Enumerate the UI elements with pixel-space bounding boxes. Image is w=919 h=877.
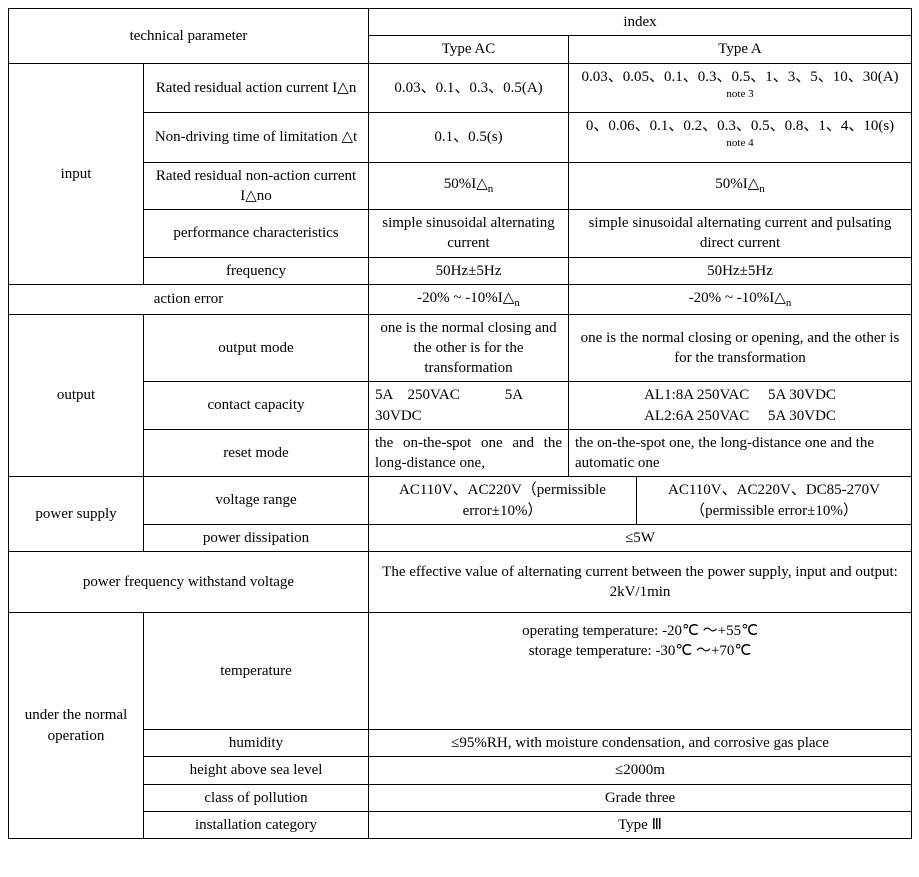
input-r5-a: 50Hz±5Hz [569, 257, 912, 284]
input-r4-a: simple sinusoidal alternating current an… [569, 210, 912, 258]
output-r2-label: contact capacity [144, 382, 369, 430]
normal-r2-label: humidity [144, 730, 369, 757]
output-r3-a: the on-the-spot one, the long-distance o… [569, 429, 912, 477]
power-r1-ac: AC110V、AC220V（permissible error±10%） [369, 477, 637, 525]
input-group: input [9, 63, 144, 284]
normal-group: under the normal operation [9, 613, 144, 839]
input-r5-ac: 50Hz±5Hz [369, 257, 569, 284]
action-error-ac: -20% ~ -10%I△n [369, 284, 569, 314]
pfwv-label: power frequency withstand voltage [9, 552, 369, 613]
input-r1-ac: 0.03、0.1、0.3、0.5(A) [369, 63, 569, 113]
hdr-type-a: Type A [569, 36, 912, 63]
output-r1-a: one is the normal closing or opening, an… [569, 314, 912, 382]
output-r2-ac: 5A 250VAC 5A 30VDC [369, 382, 569, 430]
normal-r1-label: temperature [144, 613, 369, 730]
power-r1-a: AC110V、AC220V、DC85-270V（permissible erro… [637, 477, 912, 525]
input-r3-ac: 50%I△n [369, 162, 569, 210]
input-r2-ac: 0.1、0.5(s) [369, 113, 569, 163]
input-r3-a: 50%I△n [569, 162, 912, 210]
output-r2-a: AL1:8A 250VAC 5A 30VDC AL2:6A 250VAC 5A … [569, 382, 912, 430]
output-r1-label: output mode [144, 314, 369, 382]
normal-r1-val: operating temperature: -20℃ ～+55℃ storag… [369, 613, 912, 730]
input-r1-a: 0.03、0.05、0.1、0.3、0.5、1、3、5、10、30(A) not… [569, 63, 912, 113]
power-r2-val: ≤5W [369, 524, 912, 551]
normal-r2-val: ≤95%RH, with moisture condensation, and … [369, 730, 912, 757]
input-r1-label: Rated residual action current I△n [144, 63, 369, 113]
normal-r5-val: Type Ⅲ [369, 811, 912, 838]
power-r1-label: voltage range [144, 477, 369, 525]
action-error-label: action error [9, 284, 369, 314]
output-r1-ac: one is the normal closing and the other … [369, 314, 569, 382]
hdr-index: index [369, 9, 912, 36]
pfwv-val: The effective value of alternating curre… [369, 552, 912, 613]
output-r3-label: reset mode [144, 429, 369, 477]
spec-table: technical parameter index Type AC Type A… [8, 8, 912, 839]
output-group: output [9, 314, 144, 477]
input-r3-label: Rated residual non-action current I△no [144, 162, 369, 210]
input-r2-label: Non-driving time of limitation △t [144, 113, 369, 163]
input-r4-label: performance characteristics [144, 210, 369, 258]
action-error-a: -20% ~ -10%I△n [569, 284, 912, 314]
input-r4-ac: simple sinusoidal alternating current [369, 210, 569, 258]
normal-r5-label: installation category [144, 811, 369, 838]
output-r3-ac: the on-the-spot one and the long-distanc… [369, 429, 569, 477]
normal-r3-label: height above sea level [144, 757, 369, 784]
hdr-tech-param: technical parameter [9, 9, 369, 64]
normal-r3-val: ≤2000m [369, 757, 912, 784]
power-r2-label: power dissipation [144, 524, 369, 551]
power-group: power supply [9, 477, 144, 552]
input-r5-label: frequency [144, 257, 369, 284]
hdr-type-ac: Type AC [369, 36, 569, 63]
normal-r4-val: Grade three [369, 784, 912, 811]
input-r2-a: 0、0.06、0.1、0.2、0.3、0.5、0.8、1、4、10(s) not… [569, 113, 912, 163]
normal-r4-label: class of pollution [144, 784, 369, 811]
